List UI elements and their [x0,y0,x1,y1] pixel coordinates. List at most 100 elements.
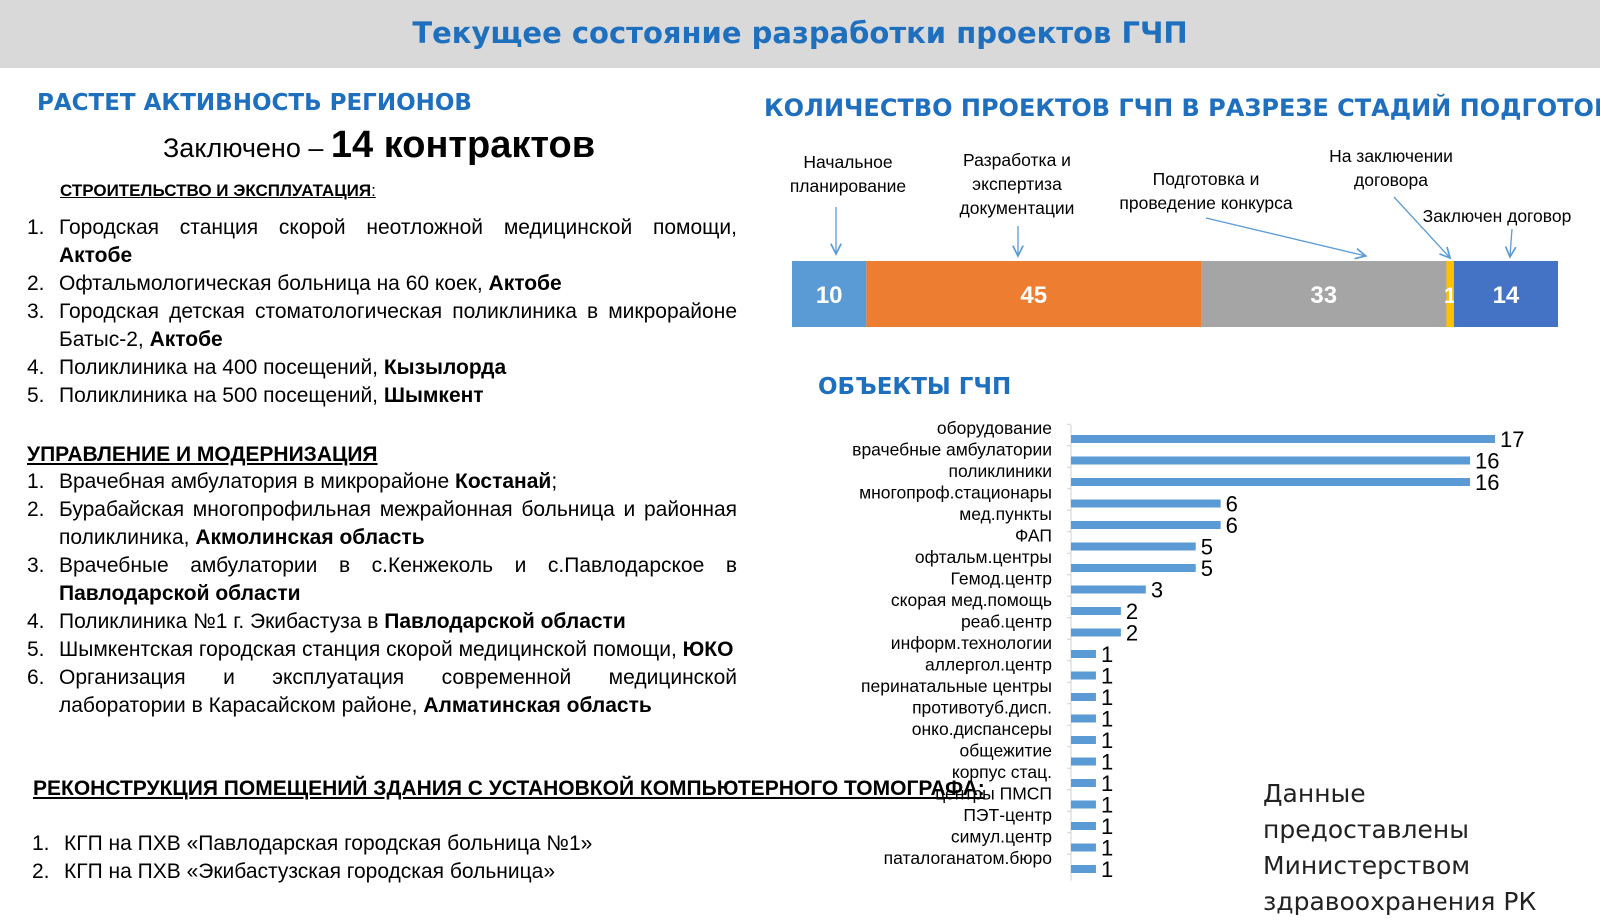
objects-value-label: 6 [1226,492,1238,517]
objects-bar [1071,499,1221,508]
list-item: 4. Поликлиника на 400 посещений, Кызылорд… [27,354,737,382]
objects-bar [1071,435,1495,443]
objects-category-label: паталоганатом.бюро [884,848,1052,868]
list-item-text: Офтальмологическая больница на 60 коек, … [59,272,562,295]
objects-bar [1071,564,1196,572]
section-title-reconstruction: РЕКОНСТРУКЦИЯ ПОМЕЩЕНИЙ ЗДАНИЯ С УСТАНОВ… [33,777,985,800]
objects-bar [1071,800,1096,809]
list-item-number: 2. [27,272,45,295]
list-item: 6. Организация и эксплуатация современной… [27,664,737,720]
objects-value-label: 2 [1126,621,1138,646]
list-item-region: ЮКО [682,638,734,661]
objects-category-label: поликлиники [948,461,1052,481]
objects-category-label: перинатальные центры [861,676,1052,696]
page-title: Текущее состояние разработки проектов ГЧ… [412,16,1188,50]
list-item-number: 3. [27,300,45,323]
list-item-region: Шымкент [383,384,484,407]
objects-chart-title: ОБЪЕКТЫ ГЧП [818,374,1012,400]
objects-category-label: симул.центр [951,827,1052,847]
stage-bar-segment [1201,261,1447,327]
list-item-text: Врачебные амбулатории в с.Кенжеколь и с.… [59,554,737,605]
list-item-number: 4. [27,356,45,379]
list-item: 2. КГП на ПХВ «Экибастузская городская бо… [32,858,732,886]
objects-value-label: 6 [1226,513,1238,538]
reconstruction-list: 1. КГП на ПХВ «Павлодарская городская бол… [32,830,732,886]
objects-bar [1071,607,1121,615]
list-item-number: 6. [27,666,45,689]
stage-value-label: 14 [1493,282,1520,309]
stage-category-label: Заключен договор [1422,206,1572,226]
list-item: 5. Шымкентская городская станция скорой м… [27,636,737,664]
objects-category-label: аллергол.центр [925,655,1052,675]
objects-category-label: противотуб.дисп. [912,698,1052,718]
concluded-value: 14 контрактов [330,124,596,166]
stage-bar-segment [866,261,1202,327]
list-item: 1. Городская станция скорой неотложной ме… [27,214,737,270]
list-item-region: Павлодарской области [384,610,626,633]
stage-value-label: 45 [1020,282,1047,309]
list-item-text: Поликлиника №1 г. Экибастуза в Павлодарс… [59,610,626,633]
list-item-number: 2. [27,498,45,521]
stage-leader-arrow [1205,217,1366,256]
objects-value-label: 1 [1101,771,1113,796]
list-item: 4. Поликлиника №1 г. Экибастуза в Павлода… [27,608,737,636]
objects-category-label: мед.пункты [959,504,1052,524]
objects-value-label: 1 [1101,857,1113,882]
list-item-number: 1. [32,832,50,855]
list-item-text: КГП на ПХВ «Павлодарская городская больн… [64,832,593,855]
objects-value-label: 1 [1101,642,1113,667]
objects-bar [1071,521,1221,529]
objects-category-label: ФАП [1015,526,1052,546]
section-title-construction: СТРОИТЕЛЬСТВО И ЭКСПЛУАТАЦИЯ: [60,181,376,200]
objects-category-label: информ.технологии [891,633,1052,653]
objects-value-label: 16 [1475,449,1499,474]
stage-category-label: На заключении договора [1329,146,1453,190]
objects-category-label: реаб.центр [961,612,1052,632]
objects-bar [1071,693,1096,701]
objects-value-label: 5 [1201,535,1213,560]
stage-value-label: 1 [1444,283,1456,308]
stage-value-label: 10 [816,282,843,309]
objects-value-label: 1 [1101,750,1113,775]
stage-category-label: Начальное планирование [789,152,907,196]
list-item-region: Алматинская область [423,694,652,717]
list-item-text: КГП на ПХВ «Экибастузская городская боль… [64,860,555,883]
objects-bar [1071,628,1121,637]
list-item-number: 5. [27,384,45,407]
objects-category-label: общежитие [960,741,1053,761]
list-item-region: Кызылорда [383,356,507,379]
list-item-region: Актобе [149,328,223,351]
regions-heading: РАСТЕТ АКТИВНОСТЬ РЕГИОНОВ [37,90,472,116]
list-item: 1. Врачебная амбулатория в микрорайоне Ко… [27,468,737,496]
objects-value-label: 17 [1500,427,1524,452]
objects-category-label: скорая мед.помощь [891,590,1052,610]
concluded-prefix: Заключено – [163,133,331,163]
objects-value-label: 1 [1101,793,1113,818]
list-item-region: Павлодарской области [59,582,301,605]
objects-bar [1071,865,1096,873]
objects-bar [1071,757,1096,766]
objects-value-label: 5 [1201,556,1213,581]
list-item-text: Организация и эксплуатация современной м… [59,666,737,717]
list-item-region: Акмолинская область [195,526,425,549]
objects-value-label: 1 [1101,728,1113,753]
stage-leader-arrow [1510,228,1512,257]
objects-value-label: 16 [1475,470,1499,495]
objects-bar [1071,843,1096,852]
header-bar: Текущее состояние разработки проектов ГЧ… [0,0,1600,68]
list-item: 1. КГП на ПХВ «Павлодарская городская бол… [32,830,732,858]
list-item-text: Городская станция скорой неотложной меди… [59,216,737,267]
objects-bar [1071,671,1096,680]
list-item: 3. Городская детская стоматологическая по… [27,298,737,354]
list-item: 3. Врачебные амбулатории в с.Кенжеколь и … [27,552,737,608]
section-title-management: УПРАВЛЕНИЕ И МОДЕРНИЗАЦИЯ [27,443,378,466]
list-item-text: Врачебная амбулатория в микрорайоне Кост… [59,470,558,493]
list-item-text: Городская детская стоматологическая поли… [59,300,737,351]
list-item-number: 2. [32,860,50,883]
list-item: 5. Поликлиника на 500 посещений, Шымкент [27,382,737,410]
objects-value-label: 1 [1101,814,1113,839]
stage-bar-segment [1453,261,1558,327]
list-item: 2. Офтальмологическая больница на 60 коек… [27,270,737,298]
stage-category-label: Разработка и экспертиза документации [959,150,1075,218]
list-item-number: 4. [27,610,45,633]
